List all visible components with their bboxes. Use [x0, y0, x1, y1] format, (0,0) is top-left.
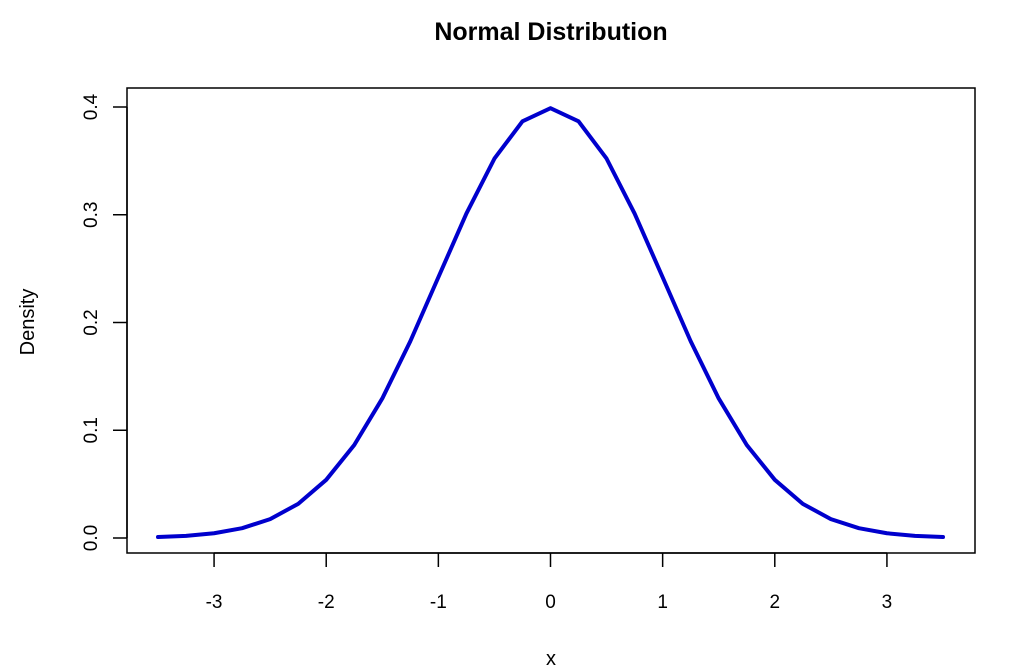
plot-frame: [126, 87, 976, 554]
x-tick-label: 0: [545, 592, 556, 613]
x-tick-label: 1: [657, 592, 668, 613]
y-tick-label: 0.0: [81, 525, 102, 551]
chart-title: Normal Distribution: [434, 18, 667, 46]
x-tick-label: -2: [318, 592, 335, 613]
y-axis-label: Density: [17, 289, 39, 356]
y-tick-label: 0.1: [81, 417, 102, 443]
series-group: [156, 106, 945, 540]
y-tick-label: 0.4: [81, 93, 102, 120]
y-tick-label: 0.2: [81, 309, 102, 335]
x-axis-label: x: [546, 648, 556, 670]
x-tick-label: 3: [882, 592, 893, 613]
x-tick-label: -3: [206, 592, 223, 613]
x-tick-label: 2: [769, 592, 780, 613]
x-tick-label: -1: [430, 592, 447, 613]
y-tick-label: 0.3: [81, 202, 102, 228]
x-axis: -3 -2 -1 0 1 2 3: [206, 552, 893, 613]
y-axis: 0.0 0.1 0.2 0.3 0.4: [81, 93, 128, 551]
series-line-0: [156, 106, 945, 540]
